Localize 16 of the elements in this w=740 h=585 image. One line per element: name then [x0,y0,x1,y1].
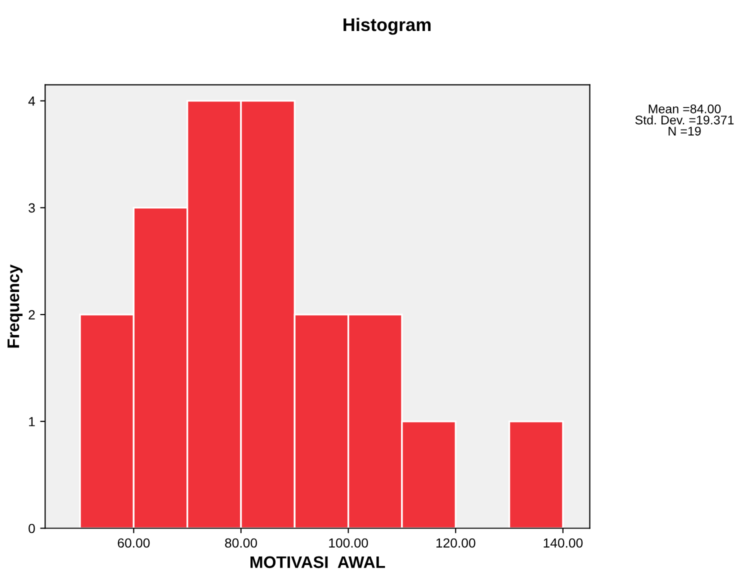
y-tick-label: 4 [28,96,36,106]
y-tick-label: 0 [28,524,35,534]
y-tick-label: 1 [29,417,35,426]
y-tick-label: 3 [28,203,35,213]
y-axis-title: Frequency [8,264,23,348]
text: Mean =84.00 [648,104,721,114]
x-tick-label: 120.00 [436,538,476,548]
x-tick-label: 80.00 [225,538,257,548]
x-tick-label: 60.00 [118,538,150,548]
x-axis-title: MOTIVASI AWAL [250,556,386,568]
text: N =19 [668,126,701,136]
x-tick-label: 140.00 [544,538,583,548]
y-tick-label: 2 [28,310,35,320]
text: Std. Dev. =19.371 [635,115,734,124]
x-tick-label: 100.00 [329,538,368,548]
chart-title: Histogram [344,18,431,35]
